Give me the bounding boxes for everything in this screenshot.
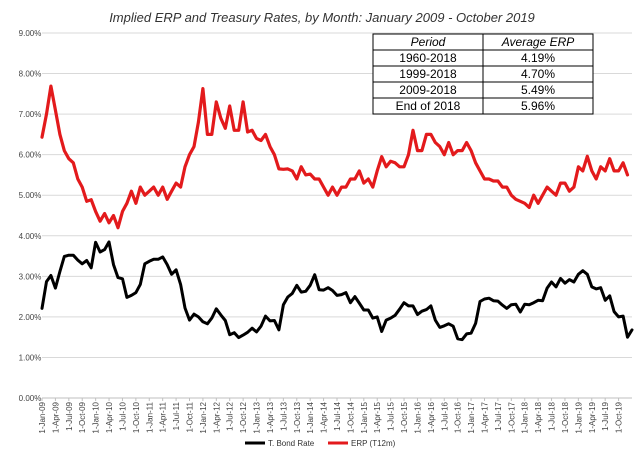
x-tick-label: 1-Apr-10 — [105, 401, 114, 433]
x-tick-label: 1-Oct-15 — [400, 401, 409, 433]
x-tick-label: 1-Oct-14 — [346, 401, 355, 433]
x-tick-label: 1-Oct-11 — [186, 401, 195, 432]
x-tick-label: 1-Oct-09 — [78, 401, 87, 433]
x-tick-label: 1-Jan-11 — [145, 401, 154, 433]
table-header-cell: Period — [411, 35, 446, 49]
table-cell: 2009-2018 — [399, 83, 457, 97]
y-tick-label: 5.00% — [19, 191, 42, 200]
series-lines — [40, 84, 634, 342]
x-tick-label: 1-Jul-19 — [601, 401, 610, 430]
erp-line — [40, 84, 630, 230]
y-tick-label: 2.00% — [19, 313, 42, 322]
chart-title: Implied ERP and Treasury Rates, by Month… — [109, 10, 535, 25]
x-tick-label: 1-Apr-11 — [159, 401, 168, 432]
x-tick-label: 1-Jan-16 — [413, 401, 422, 433]
legend-label-erp: ERP (T12m) — [351, 439, 396, 448]
x-tick-label: 1-Jan-14 — [306, 401, 315, 433]
x-tick-label: 1-Apr-15 — [373, 401, 382, 433]
y-tick-label: 8.00% — [19, 70, 42, 79]
table-cell: 4.70% — [521, 67, 555, 81]
x-tick-label: 1-Jul-14 — [333, 401, 342, 430]
y-axis-ticks: 0.00% 1.00% 2.00% 3.00% 4.00% 5.00% 6.00% 7.00%… — [19, 29, 42, 403]
table-cell: 4.19% — [521, 51, 555, 65]
x-tick-label: 1-Jul-12 — [226, 401, 235, 430]
x-tick-label: 1-Apr-19 — [588, 401, 597, 433]
x-tick-label: 1-Oct-13 — [293, 401, 302, 433]
x-tick-label: 1-Apr-18 — [534, 401, 543, 433]
y-tick-label: 7.00% — [19, 110, 42, 119]
average-erp-table: Period Average ERP 1960-2018 4.19% 1999-2018… — [372, 33, 594, 115]
x-tick-label: 1-Jan-18 — [521, 401, 530, 433]
y-tick-label: 3.00% — [19, 272, 42, 281]
table-header-cell: Average ERP — [501, 35, 575, 49]
x-tick-label: 1-Oct-10 — [132, 401, 141, 433]
x-tick-label: 1-Jan-12 — [199, 401, 208, 433]
x-tick-label: 1-Jul-15 — [387, 401, 396, 430]
y-tick-label: 0.00% — [19, 394, 42, 403]
table-cell: 1999-2018 — [399, 67, 457, 81]
y-tick-label: 4.00% — [19, 232, 42, 241]
y-tick-label: 1.00% — [19, 353, 42, 362]
x-tick-label: 1-Oct-18 — [561, 401, 570, 433]
legend-label-tbond: T. Bond Rate — [268, 439, 315, 448]
x-tick-label: 1-Apr-14 — [320, 401, 329, 433]
x-tick-label: 1-Jul-10 — [118, 401, 127, 430]
x-tick-label: 1-Jan-10 — [92, 401, 101, 433]
x-tick-label: 1-Jul-17 — [494, 401, 503, 430]
x-tick-label: 1-Jul-13 — [279, 401, 288, 430]
x-tick-label: 1-Jul-16 — [440, 401, 449, 430]
y-tick-label: 9.00% — [19, 29, 42, 38]
x-tick-label: 1-Jan-13 — [253, 401, 262, 433]
tbond-rate-line — [40, 240, 634, 342]
x-tick-label: 1-Apr-09 — [51, 401, 60, 433]
table-cell: 1960-2018 — [399, 51, 457, 65]
x-tick-label: 1-Jul-11 — [172, 401, 181, 430]
y-tick-label: 6.00% — [19, 151, 42, 160]
x-tick-label: 1-Apr-16 — [427, 401, 436, 433]
x-tick-label: 1-Jan-15 — [360, 401, 369, 433]
table-cell: 5.96% — [521, 99, 555, 113]
x-tick-label: 1-Oct-16 — [454, 401, 463, 433]
table-cell: 5.49% — [521, 83, 555, 97]
x-tick-label: 1-Apr-13 — [266, 401, 275, 433]
x-tick-label: 1-Jan-19 — [574, 401, 583, 433]
table-cell: End of 2018 — [396, 99, 461, 113]
x-tick-label: 1-Apr-12 — [212, 401, 221, 433]
x-tick-label: 1-Jan-09 — [38, 401, 47, 433]
x-tick-label: 1-Jan-17 — [467, 401, 476, 433]
x-tick-label: 1-Oct-12 — [239, 401, 248, 433]
legend: T. Bond Rate ERP (T12m) — [245, 439, 396, 448]
x-tick-label: 1-Jul-09 — [65, 401, 74, 430]
x-axis-ticks: 1-Jan-09 1-Apr-09 1-Jul-09 1-Oct-09 1-Jan-10… — [38, 398, 624, 434]
x-tick-label: 1-Oct-19 — [615, 401, 624, 433]
x-tick-label: 1-Apr-17 — [481, 401, 490, 433]
x-tick-label: 1-Jul-18 — [548, 401, 557, 430]
x-tick-label: 1-Oct-17 — [507, 401, 516, 433]
